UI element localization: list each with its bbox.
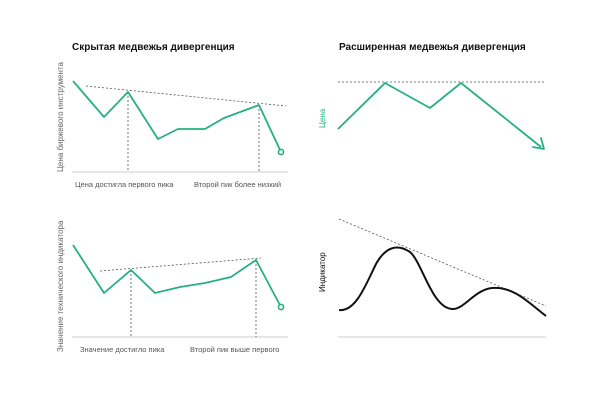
hollow-circle-icon xyxy=(277,303,285,311)
extended-price-panel xyxy=(337,81,546,150)
indicator-first-peak-caption: Значение достигло пика xyxy=(80,345,165,354)
hollow-circle-icon xyxy=(277,148,285,156)
arrow-head-icon xyxy=(532,137,545,150)
extended-indicator-panel xyxy=(338,218,547,338)
declining-trendline xyxy=(338,218,547,307)
price-first-peak-caption: Цена достигла первого пика xyxy=(75,180,174,189)
indicator-second-peak-caption: Второй пик выше первого xyxy=(190,345,280,354)
hidden-indicator-panel xyxy=(72,244,288,338)
hidden-divergence-title: Скрытая медвежья дивергенция xyxy=(72,42,235,53)
price-second-peak-caption: Второй пик более низкий xyxy=(194,180,282,189)
price-line xyxy=(72,80,282,153)
peak-trendline xyxy=(99,257,262,272)
extended-indicator-curve xyxy=(338,246,547,317)
indicator-line xyxy=(72,244,282,308)
hidden-price-panel xyxy=(72,80,288,173)
extended-divergence-title: Расширенная медвежья дивергенция xyxy=(339,42,526,53)
extended-price-line xyxy=(337,82,542,148)
peak-trendline xyxy=(85,85,287,107)
